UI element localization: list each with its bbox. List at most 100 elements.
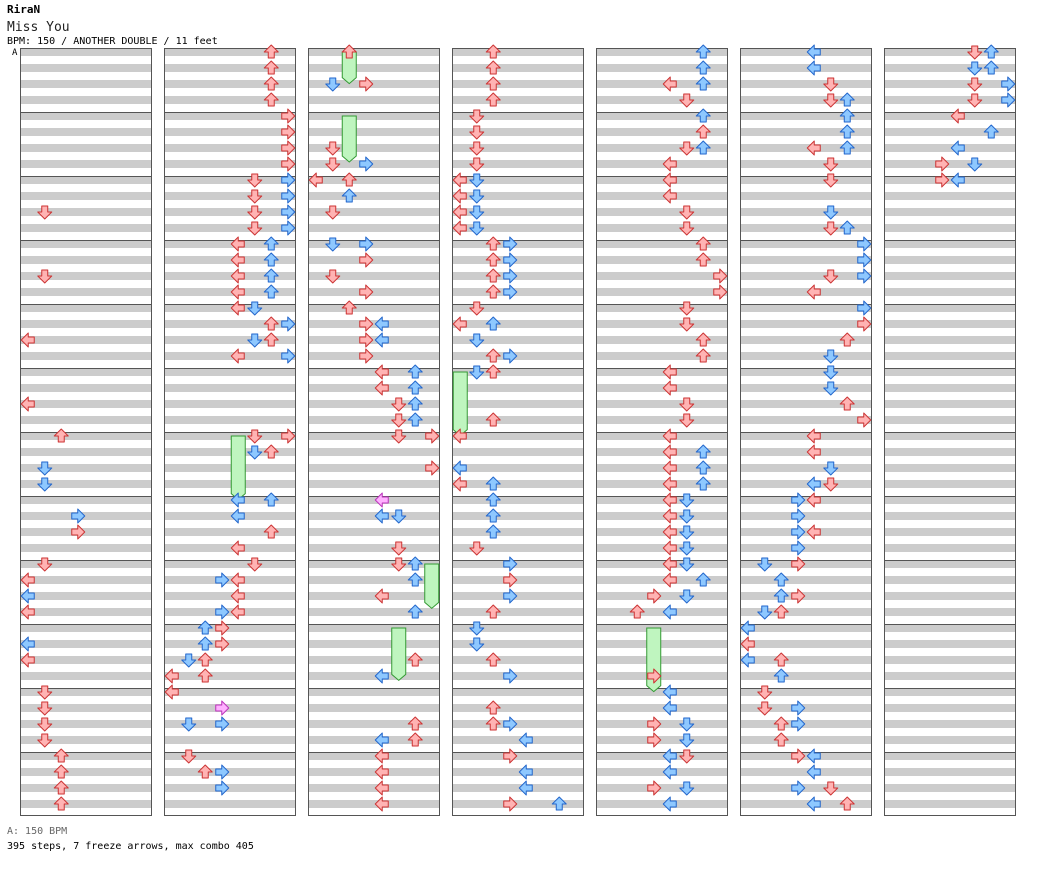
chart-column-6	[740, 48, 872, 816]
beat-stripe	[164, 768, 296, 776]
step-arrow-down-icon	[679, 733, 695, 748]
beat-stripe	[164, 672, 296, 680]
step-arrow-down-icon	[679, 205, 695, 220]
beat-stripe	[596, 112, 728, 120]
beat-stripe	[452, 768, 584, 776]
step-arrow-right-icon	[935, 156, 950, 172]
beat-stripe	[164, 240, 296, 248]
step-arrow-down-icon	[37, 205, 53, 220]
step-arrow-up-icon	[407, 572, 423, 587]
step-arrow-left-icon	[374, 732, 389, 748]
beat-stripe	[740, 160, 872, 168]
step-arrow-down-icon	[469, 205, 485, 220]
beat-stripe	[740, 128, 872, 136]
beat-stripe	[884, 304, 1016, 312]
beat-stripe	[20, 208, 152, 216]
beat-stripe	[596, 544, 728, 552]
beat-stripe	[164, 464, 296, 472]
step-arrow-down-icon	[823, 269, 839, 284]
step-arrow-down-icon	[181, 749, 197, 764]
step-arrow-left-icon	[662, 492, 677, 508]
step-arrow-up-icon	[263, 76, 279, 91]
step-arrow-up-icon	[773, 716, 789, 731]
step-arrow-down-icon	[37, 685, 53, 700]
step-arrow-down-icon	[823, 173, 839, 188]
beat-stripe	[884, 208, 1016, 216]
step-arrow-right-icon	[359, 76, 374, 92]
beat-stripe	[164, 304, 296, 312]
step-arrow-left-icon	[662, 76, 677, 92]
step-arrow-down-icon	[679, 541, 695, 556]
beat-stripe	[164, 288, 296, 296]
step-arrow-right-icon	[359, 236, 374, 252]
step-arrow-down-icon	[679, 509, 695, 524]
step-arrow-right-icon	[857, 412, 872, 428]
step-arrow-down-icon	[823, 77, 839, 92]
beat-stripe	[20, 704, 152, 712]
step-arrow-down-icon	[469, 189, 485, 204]
beat-stripe	[884, 416, 1016, 424]
beat-stripe	[884, 752, 1016, 760]
step-arrow-down-icon	[37, 477, 53, 492]
step-arrow-right-icon	[503, 716, 518, 732]
beat-stripe	[308, 112, 440, 120]
beat-stripe	[884, 480, 1016, 488]
step-arrow-down-icon	[391, 509, 407, 524]
column-border	[740, 48, 872, 816]
step-arrow-left-icon	[806, 284, 821, 300]
step-arrow-down-icon	[967, 157, 983, 172]
beat-stripe	[164, 592, 296, 600]
beat-stripe	[596, 448, 728, 456]
step-arrow-down-icon	[181, 717, 197, 732]
step-arrow-down-icon	[823, 157, 839, 172]
beat-stripe	[452, 704, 584, 712]
beat-stripe	[740, 640, 872, 648]
chart-column-2	[164, 48, 296, 816]
beat-stripe	[164, 416, 296, 424]
step-arrow-down-icon	[247, 189, 263, 204]
beat-stripe	[452, 464, 584, 472]
step-arrow-up-icon	[629, 604, 645, 619]
beat-stripe	[596, 320, 728, 328]
beat-stripe	[596, 240, 728, 248]
beat-stripe	[452, 208, 584, 216]
step-arrow-up-icon	[839, 332, 855, 347]
beat-stripe	[740, 256, 872, 264]
beat-stripe	[740, 448, 872, 456]
beat-stripe	[308, 560, 440, 568]
beat-stripe	[308, 640, 440, 648]
beat-stripe	[20, 480, 152, 488]
beat-stripe	[740, 272, 872, 280]
beat-stripe	[164, 320, 296, 328]
step-arrow-right-icon	[359, 332, 374, 348]
step-arrow-left-icon	[374, 316, 389, 332]
step-arrow-down-icon	[679, 557, 695, 572]
beat-stripe	[452, 592, 584, 600]
step-arrow-right-icon	[281, 428, 296, 444]
step-arrow-right-icon	[791, 556, 806, 572]
beat-stripe	[20, 672, 152, 680]
step-arrow-down-icon	[469, 221, 485, 236]
beat-stripe	[20, 80, 152, 88]
beat-stripe	[596, 208, 728, 216]
step-arrow-down-icon	[37, 733, 53, 748]
step-arrow-up-icon	[695, 76, 711, 91]
beat-stripe	[452, 800, 584, 808]
beat-stripe	[452, 304, 584, 312]
column-border	[884, 48, 1016, 816]
beat-stripe	[452, 752, 584, 760]
beat-stripe	[740, 352, 872, 360]
step-arrow-right-icon	[647, 716, 662, 732]
beat-stripe	[308, 336, 440, 344]
step-arrow-up-icon	[773, 732, 789, 747]
step-arrow-left-icon	[662, 700, 677, 716]
step-arrow-left-icon	[374, 668, 389, 684]
step-arrow-left-icon	[20, 572, 35, 588]
beat-stripe	[596, 592, 728, 600]
step-arrow-down-icon	[679, 397, 695, 412]
beat-stripe	[452, 496, 584, 504]
beat-stripe	[308, 800, 440, 808]
beat-stripe	[164, 736, 296, 744]
step-arrow-down-icon	[469, 621, 485, 636]
beat-stripe	[164, 64, 296, 72]
